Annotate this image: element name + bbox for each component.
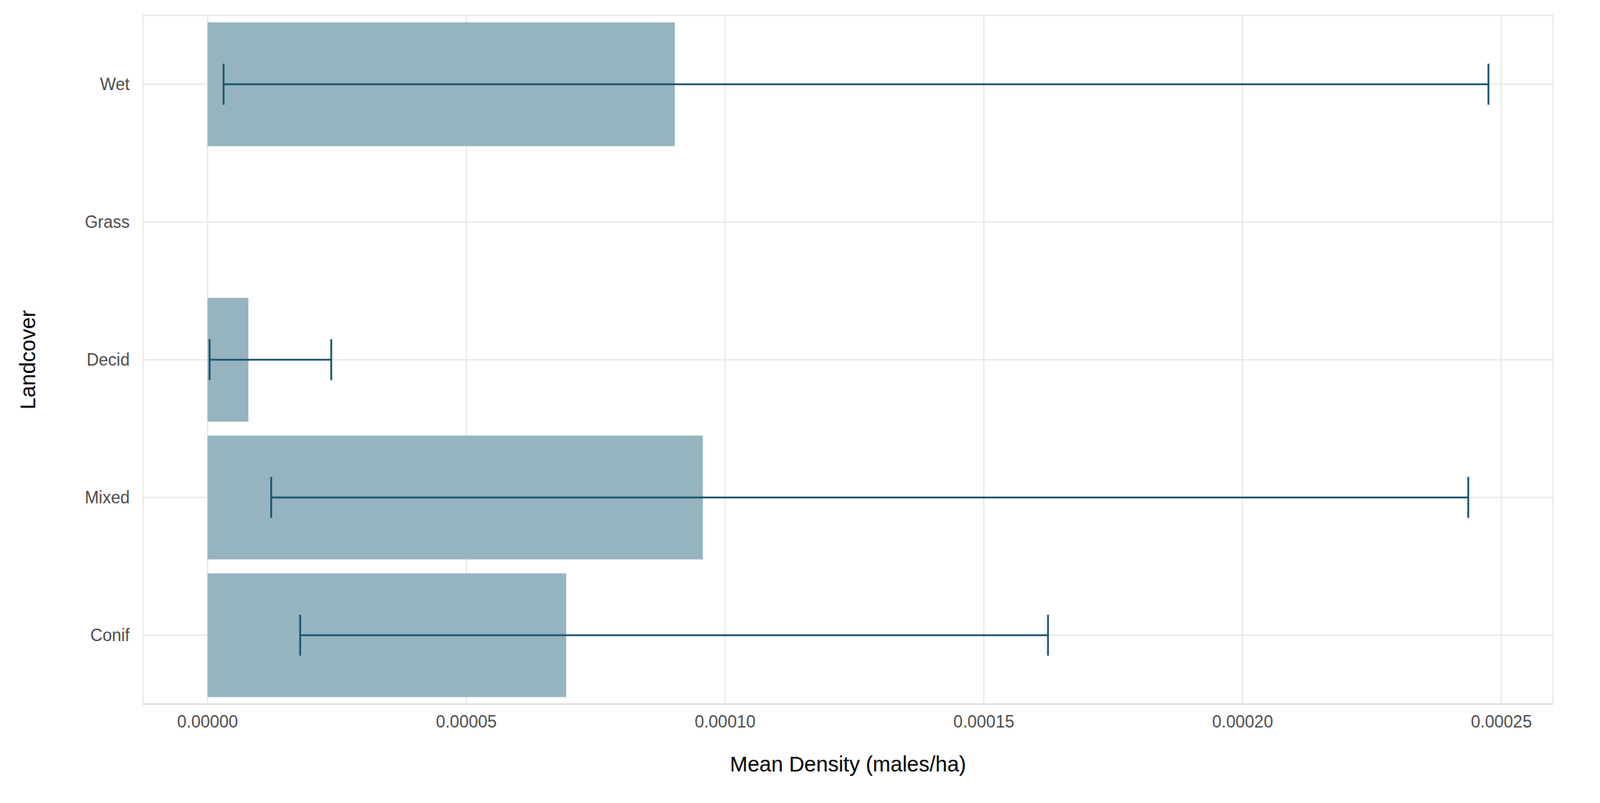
svg-text:0.00000: 0.00000 — [177, 712, 239, 732]
svg-text:0.00005: 0.00005 — [435, 712, 497, 732]
svg-text:Landcover: Landcover — [16, 309, 40, 410]
svg-text:Mean Density (males/ha): Mean Density (males/ha) — [729, 752, 966, 776]
svg-text:0.00025: 0.00025 — [1471, 712, 1532, 732]
svg-text:Grass: Grass — [84, 212, 130, 232]
svg-text:0.00020: 0.00020 — [1212, 712, 1274, 732]
svg-text:Decid: Decid — [86, 350, 130, 370]
svg-text:0.00015: 0.00015 — [953, 712, 1014, 732]
svg-text:0.00010: 0.00010 — [694, 712, 756, 732]
svg-text:Conif: Conif — [90, 625, 130, 645]
svg-text:Mixed: Mixed — [84, 487, 130, 507]
svg-text:Wet: Wet — [100, 74, 131, 94]
